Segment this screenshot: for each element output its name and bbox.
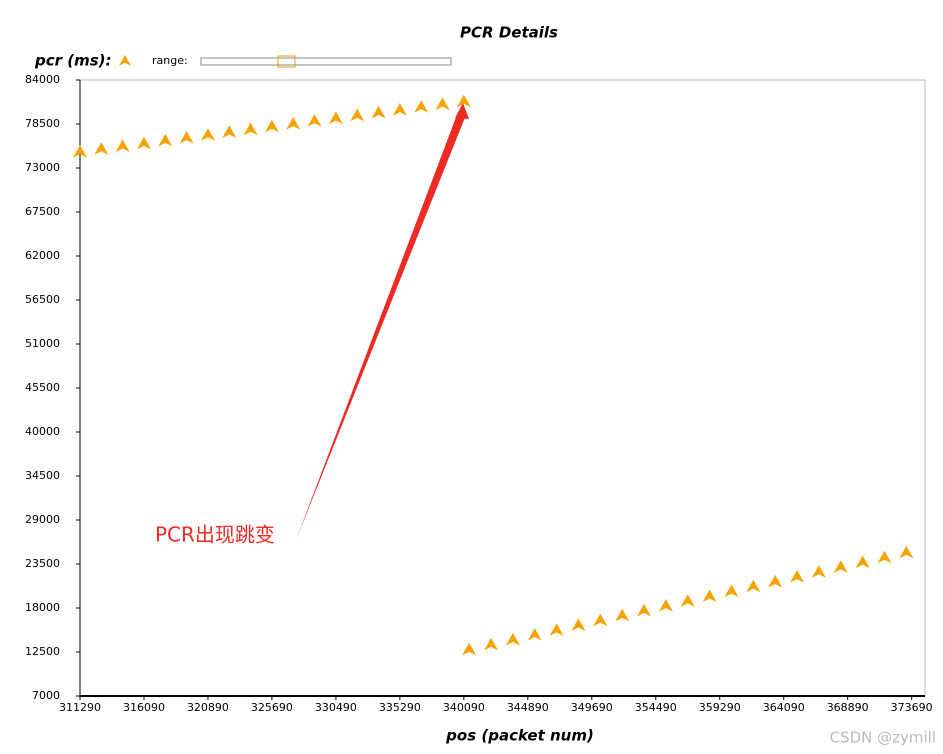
legend-marker: [119, 55, 131, 66]
point: [462, 642, 477, 656]
point: [115, 139, 130, 152]
point: [484, 637, 499, 651]
point: [571, 618, 586, 631]
range-slider[interactable]: [200, 57, 452, 66]
x-tick-label: 311290: [59, 701, 101, 714]
point: [435, 97, 450, 110]
point: [855, 555, 870, 569]
y-tick-label: 45500: [25, 381, 60, 394]
point: [222, 125, 237, 138]
point: [658, 599, 673, 612]
x-tick-label: 316090: [123, 701, 165, 714]
point: [593, 613, 608, 627]
y-tick-label: 56500: [25, 293, 60, 306]
y-tick-label: 78500: [25, 117, 60, 130]
point: [307, 114, 322, 127]
point: [392, 103, 407, 116]
point: [833, 560, 848, 573]
y-tick-label: 40000: [25, 425, 60, 438]
y-tick-label: 73000: [25, 161, 60, 174]
plot-area: [79, 79, 926, 697]
watermark: CSDN @zymill: [830, 729, 936, 747]
x-axis-title: pos (packet num): [445, 727, 594, 745]
point: [505, 632, 520, 646]
x-tick-label: 335290: [379, 701, 421, 714]
point: [328, 111, 343, 124]
point: [286, 117, 301, 130]
x-tick-label: 364090: [763, 701, 805, 714]
point: [350, 108, 365, 122]
y-tick-label: 7000: [32, 689, 60, 702]
point: [549, 623, 564, 636]
x-tick-label: 330490: [315, 701, 357, 714]
point: [615, 608, 630, 622]
point: [179, 131, 194, 144]
annotation-arrowhead: [455, 103, 469, 119]
point: [371, 105, 386, 119]
point: [877, 550, 892, 564]
x-tick-label: 368890: [827, 701, 869, 714]
point: [899, 545, 914, 559]
point: [527, 628, 542, 641]
x-tick-label: 344890: [507, 701, 549, 714]
point: [637, 603, 652, 617]
legend-label: pcr (ms):: [34, 52, 112, 70]
point: [702, 589, 717, 602]
y-tick-label: 62000: [25, 249, 60, 262]
point: [680, 594, 695, 607]
y-tick-label: 18000: [25, 601, 60, 614]
annotation: PCR出现跳变: [155, 523, 275, 547]
x-tick-label: 373690: [891, 701, 933, 714]
x-tick-label: 354490: [635, 701, 677, 714]
point: [94, 142, 109, 155]
point: [136, 136, 151, 150]
y-tick-label: 84000: [25, 73, 60, 86]
y-tick-label: 67500: [25, 205, 60, 218]
point: [456, 94, 471, 108]
point: [746, 579, 761, 593]
x-tick-label: 320890: [187, 701, 229, 714]
y-tick-label: 23500: [25, 557, 60, 570]
point: [264, 119, 279, 133]
y-tick-label: 34500: [25, 469, 60, 482]
x-tick-label: 325690: [251, 701, 293, 714]
point: [200, 128, 215, 141]
point: [158, 133, 173, 147]
x-tick-label: 349690: [571, 701, 613, 714]
y-tick-label: 51000: [25, 337, 60, 350]
y-tick-label: 12500: [25, 645, 60, 658]
range-label: range:: [152, 54, 188, 67]
point: [73, 145, 87, 158]
x-tick-label: 359290: [699, 701, 741, 714]
chart-title: PCR Details: [460, 24, 558, 42]
point: [768, 574, 783, 588]
point: [790, 570, 805, 583]
range-thumb[interactable]: [277, 55, 296, 68]
y-tick-label: 29000: [25, 513, 60, 526]
point: [414, 100, 429, 113]
x-tick-label: 340090: [443, 701, 485, 714]
annotation-arrow: [296, 112, 466, 540]
point: [243, 122, 258, 136]
point: [724, 584, 739, 598]
point: [811, 565, 826, 578]
